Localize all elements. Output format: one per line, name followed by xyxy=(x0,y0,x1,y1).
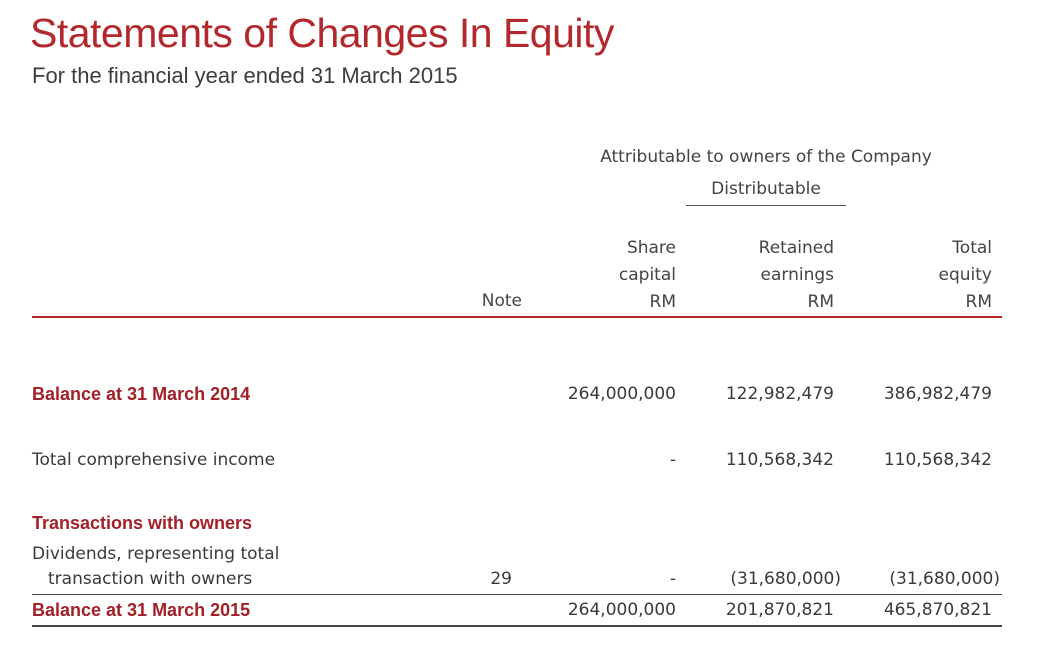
subtotal-rule xyxy=(32,594,1002,595)
page-subtitle: For the financial year ended 31 March 20… xyxy=(32,63,458,88)
subgroup-header: Distributable xyxy=(711,179,821,199)
total-equity-header: Total equity RM xyxy=(860,235,992,316)
retained-earnings-header-unit: RM xyxy=(807,292,834,312)
retained-earnings-header: Retained earnings RM xyxy=(700,235,834,316)
closing-retained-earnings: 201,870,821 xyxy=(725,600,834,620)
dividends-retained-earnings: (31,680,000) xyxy=(730,569,841,589)
total-equity-header-line2: equity xyxy=(938,265,992,285)
transactions-heading: Transactions with owners xyxy=(32,513,253,533)
page-title: Statements of Changes In Equity xyxy=(30,10,614,56)
subgroup-underline xyxy=(686,205,846,206)
dividends-label-line2: transaction with owners xyxy=(48,569,253,589)
closing-balance-label: Balance at 31 March 2015 xyxy=(32,600,251,620)
dividends-share-capital: - xyxy=(669,569,676,589)
share-capital-header-line1: Share xyxy=(626,238,676,258)
share-capital-header: Share capital RM xyxy=(560,235,676,316)
note-column-header: Note xyxy=(481,291,522,311)
tci-retained-earnings: 110,568,342 xyxy=(725,450,834,470)
total-equity-header-line1: Total xyxy=(952,238,992,258)
opening-share-capital: 264,000,000 xyxy=(567,384,676,404)
opening-retained-earnings: 122,982,479 xyxy=(725,384,834,404)
retained-earnings-header-line1: Retained xyxy=(758,238,834,258)
tci-share-capital: - xyxy=(669,450,676,470)
tci-total-equity: 110,568,342 xyxy=(883,450,992,470)
header-rule xyxy=(32,316,1002,318)
retained-earnings-header-line2: earnings xyxy=(760,265,835,285)
opening-balance-label: Balance at 31 March 2014 xyxy=(32,384,251,404)
share-capital-header-unit: RM xyxy=(649,292,676,312)
closing-share-capital: 264,000,000 xyxy=(567,600,676,620)
group-header: Attributable to owners of the Company xyxy=(600,147,932,167)
total-equity-header-unit: RM xyxy=(965,292,992,312)
total-rule xyxy=(32,625,1002,627)
dividends-total-equity: (31,680,000) xyxy=(889,569,1000,589)
tci-label: Total comprehensive income xyxy=(32,450,276,470)
share-capital-header-line2: capital xyxy=(618,265,676,285)
dividends-note: 29 xyxy=(490,569,512,589)
opening-total-equity: 386,982,479 xyxy=(883,384,992,404)
dividends-label-line1: Dividends, representing total xyxy=(32,544,280,564)
closing-total-equity: 465,870,821 xyxy=(883,600,992,620)
